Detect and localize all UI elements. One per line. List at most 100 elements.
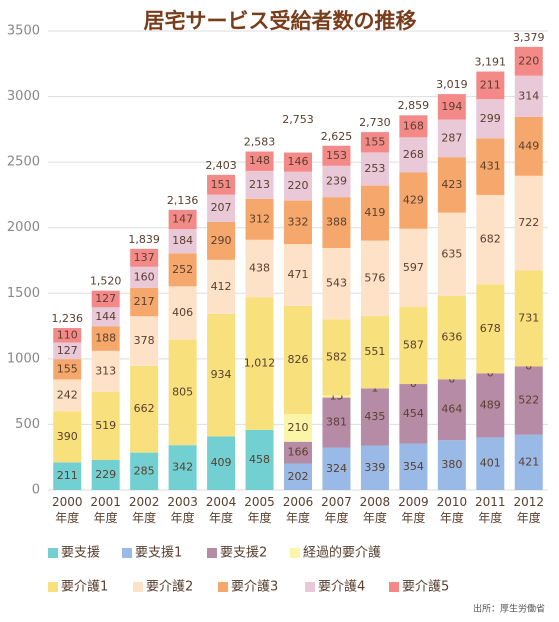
total-label: 2,753	[282, 113, 314, 126]
legend-swatch	[207, 548, 217, 558]
bar-segment	[130, 316, 159, 366]
data-label: 543	[326, 277, 347, 290]
bar-segment	[476, 71, 505, 100]
legend-swatch	[218, 582, 228, 592]
total-label: 1,236	[51, 312, 83, 325]
data-label: 682	[480, 233, 501, 246]
data-label: 722	[518, 216, 539, 229]
x-tick-label: 2001 年度	[90, 495, 121, 525]
bar-segment	[284, 152, 312, 172]
legend-swatch	[290, 548, 300, 558]
data-label: 312	[249, 212, 270, 225]
bar-segment	[168, 229, 197, 254]
legend-swatch	[305, 582, 315, 592]
y-tick-label: 1000	[7, 351, 40, 366]
bar-segment	[322, 319, 351, 396]
bar-segment	[91, 459, 120, 490]
data-label: 252	[172, 263, 193, 276]
bar-segment	[360, 445, 389, 490]
data-label: 378	[134, 334, 155, 347]
bar-segment	[437, 119, 466, 158]
data-label: 268	[403, 148, 424, 161]
total-label: 2,583	[244, 135, 276, 148]
data-label: 166	[288, 446, 309, 459]
data-label: 435	[364, 410, 385, 423]
bar-segment	[53, 342, 82, 360]
bar-segment	[207, 436, 236, 490]
data-label: 217	[134, 295, 155, 308]
data-label: 587	[403, 339, 424, 352]
x-tick-label: 2000 年度	[51, 495, 83, 525]
bar-segment	[437, 157, 466, 213]
bar-segment	[130, 287, 159, 317]
bar-segment	[360, 185, 389, 241]
x-tick-label: 2006 年度	[282, 495, 314, 525]
data-label: 401	[480, 457, 501, 470]
bar-segment	[207, 259, 236, 314]
data-label: 454	[403, 407, 424, 420]
bar-segment	[130, 365, 159, 453]
data-label: 519	[95, 419, 116, 432]
bar-segment	[245, 170, 274, 199]
bar-segment	[476, 284, 505, 374]
total-label: 2,730	[359, 116, 391, 129]
data-label: 431	[480, 160, 501, 173]
y-tick-label: 500	[15, 417, 40, 432]
data-label: 290	[211, 234, 232, 247]
bar-segment	[91, 290, 120, 308]
bar-segment	[360, 316, 389, 389]
data-label: 576	[364, 271, 385, 284]
data-label: 127	[57, 344, 78, 357]
bar-segment	[514, 46, 543, 76]
data-label: 147	[172, 213, 193, 226]
legend-label: 経過的要介護	[303, 545, 381, 561]
bar-segment	[284, 171, 312, 201]
data-label: 239	[326, 174, 347, 187]
bar-segment	[91, 350, 120, 392]
data-label: 314	[518, 89, 539, 102]
data-label: 582	[326, 350, 347, 363]
data-label: 597	[403, 261, 424, 274]
data-label: 168	[403, 119, 424, 132]
legend-swatch	[48, 582, 58, 592]
data-label: 388	[326, 216, 347, 229]
bar-segment	[514, 116, 543, 176]
data-label: 458	[249, 453, 270, 466]
bar-segment	[284, 244, 312, 306]
data-label: 194	[441, 100, 462, 113]
data-label: 339	[364, 461, 385, 474]
legend-label: 要支援1	[135, 546, 182, 561]
bar-segment	[168, 445, 197, 490]
total-label: 2,403	[205, 159, 237, 172]
y-tick-label: 2000	[7, 220, 40, 235]
data-label: 313	[95, 364, 116, 377]
data-label: 202	[288, 470, 309, 483]
data-label: 489	[480, 398, 501, 411]
legend-swatch	[133, 582, 143, 592]
data-label: 153	[326, 149, 347, 162]
bar-segment	[476, 138, 505, 195]
bar-segment	[91, 307, 120, 327]
data-label: 253	[364, 162, 385, 175]
data-label: 423	[441, 178, 462, 191]
x-tick-label: 2008 年度	[359, 495, 391, 525]
bar-segment	[130, 248, 159, 267]
bar-segment	[322, 248, 351, 320]
total-label: 3,019	[436, 78, 468, 91]
bar-segment	[284, 414, 312, 442]
data-label: 419	[364, 206, 385, 219]
x-tick-label: 2012 年度	[513, 495, 545, 525]
data-label: 471	[288, 268, 309, 281]
bar-segment	[514, 75, 543, 117]
data-label: 464	[441, 403, 462, 416]
data-label: 635	[441, 247, 462, 260]
x-tick-label: 2011 年度	[475, 495, 506, 525]
bar-segment	[207, 221, 236, 260]
bar-segment	[360, 132, 389, 153]
bar-segment	[53, 462, 82, 490]
data-label: 380	[441, 458, 462, 471]
legend-label: 要支援2	[220, 546, 267, 561]
total-label: 3,191	[475, 56, 507, 69]
data-label: 429	[403, 194, 424, 207]
data-label: 110	[57, 328, 78, 341]
